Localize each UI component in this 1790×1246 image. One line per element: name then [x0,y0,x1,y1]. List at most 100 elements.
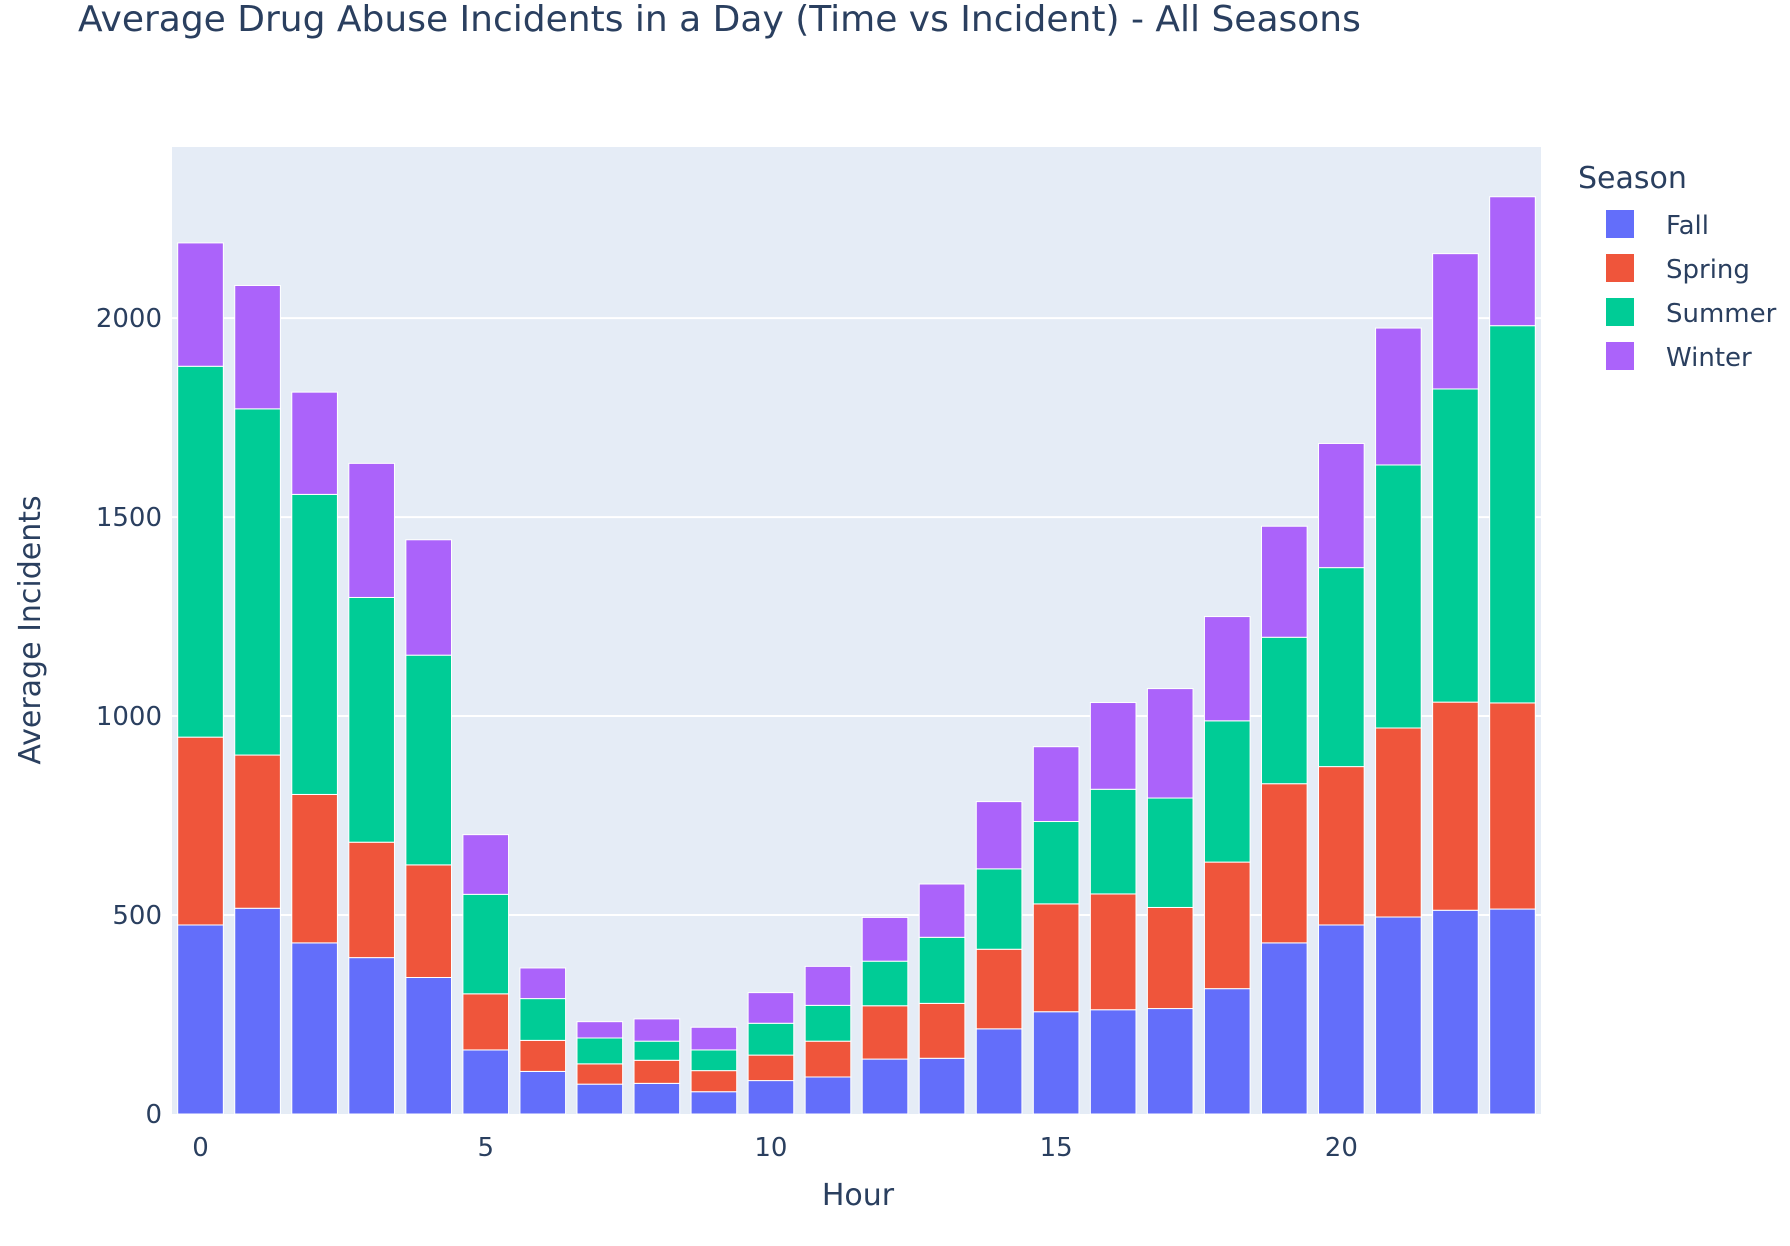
bar-fall[interactable] [1203,988,1251,1115]
bar-spring[interactable] [975,948,1023,1030]
bar-winter[interactable] [861,916,909,962]
legend-swatch-fall[interactable] [1606,210,1634,238]
bar-fall[interactable] [747,1080,795,1115]
bar-winter[interactable] [1489,196,1536,327]
bar-spring[interactable] [918,1002,966,1059]
bar-spring[interactable] [1489,702,1536,910]
legend-label-spring[interactable]: Spring [1666,255,1750,285]
bar-winter[interactable] [1089,702,1137,790]
bar-summer[interactable] [462,893,510,995]
bar-winter[interactable] [918,883,966,938]
bar-spring[interactable] [1318,766,1365,926]
bar-summer[interactable] [519,998,567,1041]
bar-fall[interactable] [918,1057,966,1115]
bar-summer[interactable] [804,1004,852,1042]
bar-spring[interactable] [291,793,338,944]
bar-spring[interactable] [1203,861,1251,990]
legend-swatch-spring[interactable] [1606,254,1634,282]
bar-spring[interactable] [1375,727,1422,918]
bar-winter[interactable] [177,242,224,367]
bar-fall[interactable] [690,1091,738,1115]
bar-summer[interactable] [405,654,453,866]
bar-fall[interactable] [1375,916,1422,1115]
bar-fall[interactable] [405,977,453,1115]
bar-summer[interactable] [1489,325,1536,704]
bar-winter[interactable] [1432,253,1479,390]
bar-winter[interactable] [519,967,567,1000]
bar-winter[interactable] [1318,442,1365,569]
bar-summer[interactable] [861,960,909,1007]
bar-spring[interactable] [177,736,224,926]
bar-winter[interactable] [1375,327,1422,466]
bar-spring[interactable] [405,864,453,979]
bar-summer[interactable] [690,1049,738,1072]
bar-spring[interactable] [747,1054,795,1082]
bar-spring[interactable] [1032,903,1080,1013]
bar-summer[interactable] [177,365,224,738]
legend[interactable]: Season Fall Spring Summer Winter [1578,161,1777,373]
bar-winter[interactable] [234,284,281,410]
bar-winter[interactable] [291,391,338,495]
bar-fall[interactable] [177,924,224,1115]
bar-fall[interactable] [1146,1008,1194,1115]
bar-fall[interactable] [1432,909,1479,1115]
bar-summer[interactable] [576,1037,624,1065]
bar-summer[interactable] [1032,821,1080,905]
bar-spring[interactable] [633,1059,681,1084]
bar-summer[interactable] [1089,788,1137,895]
bar-fall[interactable] [234,907,281,1115]
bar-spring[interactable] [519,1039,567,1072]
bar-fall[interactable] [975,1028,1023,1115]
bar-summer[interactable] [1260,636,1308,785]
bar-fall[interactable] [576,1083,624,1115]
bar-summer[interactable] [747,1022,795,1056]
bar-fall[interactable] [291,942,338,1115]
legend-label-winter[interactable]: Winter [1666,343,1752,373]
legend-label-summer[interactable]: Summer [1666,299,1777,329]
bar-summer[interactable] [1203,720,1251,863]
bar-fall[interactable] [1089,1009,1137,1115]
bar-fall[interactable] [1260,942,1308,1115]
bar-spring[interactable] [804,1040,852,1078]
bar-fall[interactable] [804,1076,852,1115]
bar-spring[interactable] [576,1063,624,1085]
bar-winter[interactable] [1146,688,1194,799]
bar-winter[interactable] [462,834,510,895]
bar-fall[interactable] [1318,924,1365,1115]
legend-label-fall[interactable]: Fall [1666,211,1709,241]
bar-spring[interactable] [861,1005,909,1060]
bar-fall[interactable] [348,957,395,1115]
bar-spring[interactable] [462,993,510,1051]
bar-fall[interactable] [633,1082,681,1115]
bar-fall[interactable] [462,1049,510,1115]
bar-summer[interactable] [633,1040,681,1061]
bar-summer[interactable] [975,868,1023,950]
bar-summer[interactable] [291,493,338,795]
bar-winter[interactable] [1032,746,1080,823]
bar-summer[interactable] [1146,797,1194,908]
bar-fall[interactable] [861,1058,909,1115]
legend-swatch-summer[interactable] [1606,298,1634,326]
bar-fall[interactable] [1032,1011,1080,1115]
bar-winter[interactable] [1260,525,1308,638]
bar-winter[interactable] [405,539,453,656]
bar-summer[interactable] [348,596,395,843]
bar-fall[interactable] [1489,908,1536,1115]
bar-summer[interactable] [1432,388,1479,703]
bar-winter[interactable] [633,1018,681,1042]
bar-winter[interactable] [690,1026,738,1051]
bar-summer[interactable] [1375,464,1422,729]
bar-spring[interactable] [1146,906,1194,1010]
bar-fall[interactable] [519,1070,567,1115]
bar-winter[interactable] [576,1021,624,1039]
bar-winter[interactable] [1203,616,1251,722]
bar-winter[interactable] [975,801,1023,870]
bar-spring[interactable] [690,1070,738,1093]
bar-winter[interactable] [804,965,852,1006]
bar-spring[interactable] [1089,893,1137,1011]
bar-summer[interactable] [234,408,281,756]
bar-spring[interactable] [234,754,281,909]
legend-swatch-winter[interactable] [1606,342,1634,370]
bar-spring[interactable] [1260,783,1308,944]
bar-spring[interactable] [1432,701,1479,911]
